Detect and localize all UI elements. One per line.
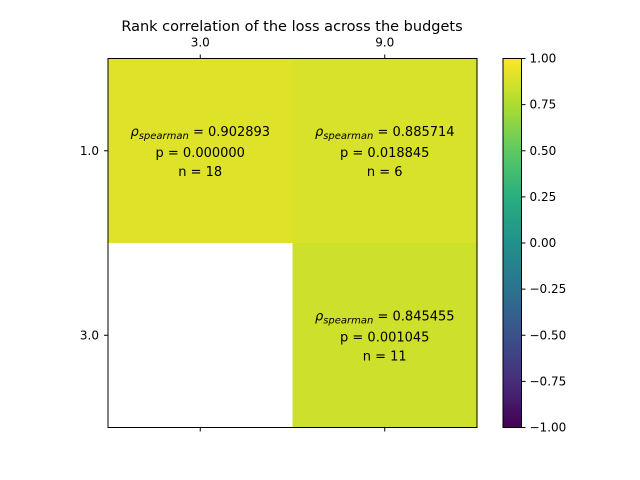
cell-n-value: n = 11 bbox=[363, 349, 407, 364]
colorbar-tick-label: −1.00 bbox=[530, 421, 567, 435]
cell-p-value: p = 0.001045 bbox=[340, 330, 429, 345]
colorbar-tick-label: 0.75 bbox=[530, 98, 557, 112]
colorbar-tick-label: 1.00 bbox=[530, 52, 557, 66]
plot-frame bbox=[107, 58, 478, 428]
x-tick-label: 3.0 bbox=[191, 36, 210, 50]
x-tick-label: 9.0 bbox=[375, 36, 394, 50]
y-axis: 1.0 3.0 bbox=[80, 144, 108, 342]
colorbar-tick-label: −0.50 bbox=[530, 328, 567, 342]
cell-n-value: n = 6 bbox=[367, 165, 403, 180]
heatmap-cells bbox=[108, 58, 477, 428]
heatmap-cell-labels: ρspearman = 0.902893 p = 0.000000 n = 18 ρs… bbox=[130, 125, 454, 365]
x-axis-bottom bbox=[199, 427, 386, 432]
chart-title: Rank correlation of the loss across the … bbox=[121, 19, 462, 35]
colorbar-tick-label: −0.25 bbox=[530, 282, 567, 296]
colorbar bbox=[502, 58, 522, 428]
y-tick-label: 3.0 bbox=[80, 328, 99, 342]
colorbar-tick-label: −0.75 bbox=[530, 374, 567, 388]
colorbar-tick-label: 0.00 bbox=[530, 236, 557, 250]
cell-p-value: p = 0.000000 bbox=[156, 146, 245, 161]
x-axis-top: 3.0 9.0 bbox=[191, 36, 394, 59]
cell-rho-label: ρspearman = 0.845455 bbox=[315, 309, 455, 326]
colorbar-axis: 1.00 0.75 0.50 0.25 0.00 −0.25 −0.50 −0.75 −1.00 bbox=[521, 52, 567, 435]
cell-rho-label: ρspearman = 0.902893 bbox=[130, 125, 270, 142]
y-tick-label: 1.0 bbox=[80, 144, 99, 158]
colorbar-tick-label: 0.50 bbox=[530, 144, 557, 158]
heatmap-cell bbox=[108, 58, 293, 243]
cell-rho-label: ρspearman = 0.885714 bbox=[315, 125, 455, 142]
cell-n-value: n = 18 bbox=[178, 165, 222, 180]
cell-p-value: p = 0.018845 bbox=[340, 146, 429, 161]
heatmap-cell bbox=[292, 243, 477, 428]
colorbar-tick-label: 0.25 bbox=[530, 190, 557, 204]
heatmap-cell bbox=[292, 58, 477, 243]
